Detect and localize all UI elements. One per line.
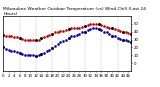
Text: Milwaukee Weather Outdoor Temperature (vs) Wind Chill (Last 24 Hours): Milwaukee Weather Outdoor Temperature (v…: [3, 7, 146, 16]
